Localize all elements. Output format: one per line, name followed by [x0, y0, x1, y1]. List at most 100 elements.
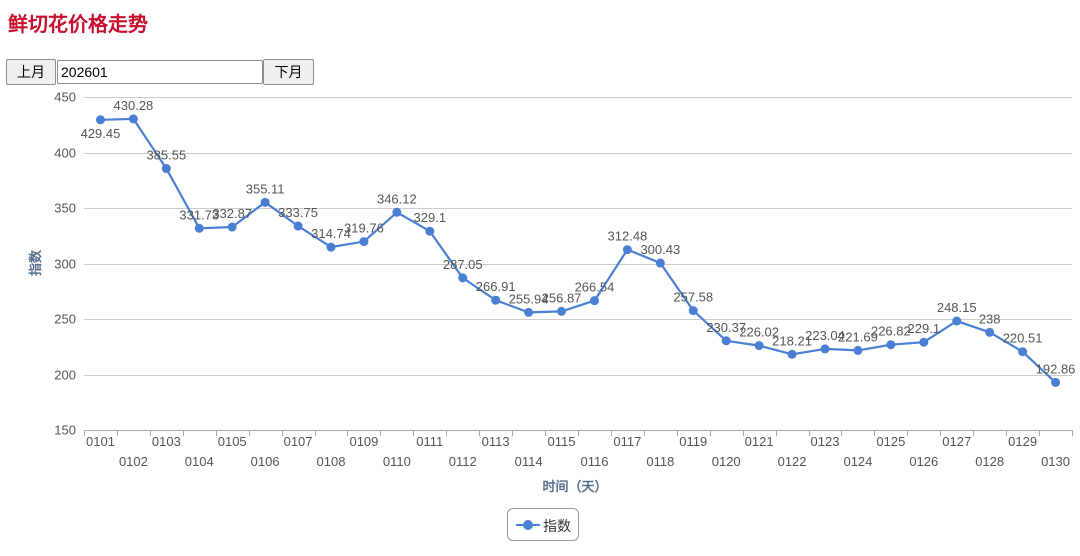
data-point[interactable]: [194, 223, 204, 233]
data-point[interactable]: [622, 245, 632, 255]
data-label: 192.86: [1036, 361, 1076, 376]
x-tick-label: 0124: [843, 454, 872, 469]
data-label: 238: [979, 311, 1001, 326]
x-tick-label: 0116: [580, 454, 608, 469]
data-label: 221.69: [838, 329, 878, 344]
data-point[interactable]: [1051, 377, 1061, 387]
grid-lines: [84, 97, 1072, 431]
data-label: 220.51: [1003, 331, 1043, 346]
data-label: 314.74: [311, 226, 351, 241]
x-tick-label: 0101: [86, 434, 115, 449]
x-tick-label: 0112: [449, 454, 477, 469]
data-point[interactable]: [820, 344, 830, 354]
x-tick-label: 0117: [613, 434, 641, 449]
x-tick-label: 0114: [515, 454, 543, 469]
data-point[interactable]: [557, 306, 567, 316]
x-tick-label: 0127: [942, 434, 971, 449]
data-label: 332.87: [212, 206, 252, 221]
data-label: 256.87: [542, 290, 582, 305]
data-point[interactable]: [293, 221, 303, 231]
x-tick-label: 0110: [383, 454, 411, 469]
data-label: 226.82: [871, 324, 911, 339]
prev-month-button[interactable]: 上月: [6, 59, 56, 85]
data-point[interactable]: [952, 316, 962, 326]
y-tick-label: 200: [54, 368, 76, 383]
data-point[interactable]: [721, 336, 731, 346]
data-point[interactable]: [1018, 347, 1028, 357]
axes: 150 200 250 300 350 400 450 0101 0102 0103 0104 010…: [54, 90, 1073, 469]
data-point[interactable]: [326, 242, 336, 252]
x-tick-label: 0128: [975, 454, 1004, 469]
y-tick-label: 300: [54, 257, 76, 272]
data-point[interactable]: [919, 337, 929, 347]
data-label: 319.76: [344, 221, 384, 236]
data-point[interactable]: [754, 341, 764, 351]
data-point[interactable]: [787, 349, 797, 359]
data-point[interactable]: [128, 114, 138, 124]
data-label: 333.75: [278, 205, 318, 220]
x-tick-label: 0105: [218, 434, 247, 449]
x-tick-label: 0120: [712, 454, 741, 469]
data-point[interactable]: [227, 222, 237, 232]
data-point[interactable]: [853, 345, 863, 355]
data-label: 430.28: [114, 98, 154, 113]
x-tick-label: 0125: [876, 434, 905, 449]
x-tick-label: 0109: [349, 434, 378, 449]
data-point[interactable]: [458, 273, 468, 283]
x-tick-label: 0130: [1041, 454, 1070, 469]
data-point[interactable]: [260, 197, 270, 207]
data-label: 329.1: [414, 210, 447, 225]
data-point[interactable]: [161, 164, 171, 174]
data-point[interactable]: [425, 226, 435, 236]
data-label: 429.45: [81, 126, 121, 141]
x-tick-label: 0119: [679, 434, 707, 449]
y-tick-label: 250: [54, 312, 76, 327]
x-tick-label: 0102: [119, 454, 148, 469]
data-point[interactable]: [95, 115, 105, 125]
x-tick-label: 0104: [185, 454, 214, 469]
legend-item-index[interactable]: 指数: [507, 508, 579, 541]
x-axis-title: 时间（天）: [542, 479, 607, 495]
x-tick-label: 0111: [416, 434, 443, 449]
data-point[interactable]: [886, 340, 896, 350]
data-label: 229.1: [908, 321, 941, 336]
data-label: 300.43: [640, 242, 680, 257]
data-label: 266.91: [476, 279, 516, 294]
y-tick-label: 150: [54, 423, 76, 438]
data-point[interactable]: [655, 258, 665, 268]
legend-label: 指数: [543, 519, 571, 535]
data-label: 385.55: [146, 148, 186, 163]
data-label: 218.21: [772, 333, 812, 348]
month-input[interactable]: [57, 60, 263, 84]
x-tick-label: 0122: [778, 454, 807, 469]
y-axis-title: 指数: [28, 249, 44, 276]
data-label: 226.02: [739, 325, 779, 340]
data-point[interactable]: [524, 307, 534, 317]
next-month-button[interactable]: 下月: [263, 59, 314, 85]
x-tick-label: 0103: [152, 434, 181, 449]
data-label: 312.48: [608, 229, 648, 244]
x-tick-label: 0106: [251, 454, 280, 469]
data-point[interactable]: [589, 296, 599, 306]
data-label: 331.73: [179, 207, 219, 222]
data-point[interactable]: [985, 327, 995, 337]
x-tick-label: 0107: [284, 434, 313, 449]
x-tick-label: 0129: [1008, 434, 1037, 449]
data-point[interactable]: [688, 306, 698, 316]
data-point[interactable]: [491, 295, 501, 305]
data-label: 230.37: [706, 320, 746, 335]
data-label: 257.58: [673, 290, 713, 305]
data-label: 248.15: [937, 300, 977, 315]
data-point[interactable]: [392, 207, 402, 217]
y-tick-label: 350: [54, 201, 76, 216]
page-title: 鲜切花价格走势: [8, 12, 148, 36]
series-layer: [95, 114, 1061, 387]
x-tick-label: 0108: [317, 454, 346, 469]
data-point[interactable]: [359, 237, 369, 247]
data-label: 355.11: [246, 181, 285, 196]
data-label: 223.04: [805, 328, 845, 343]
x-tick-label: 0121: [745, 434, 774, 449]
y-tick-label: 400: [54, 146, 76, 161]
